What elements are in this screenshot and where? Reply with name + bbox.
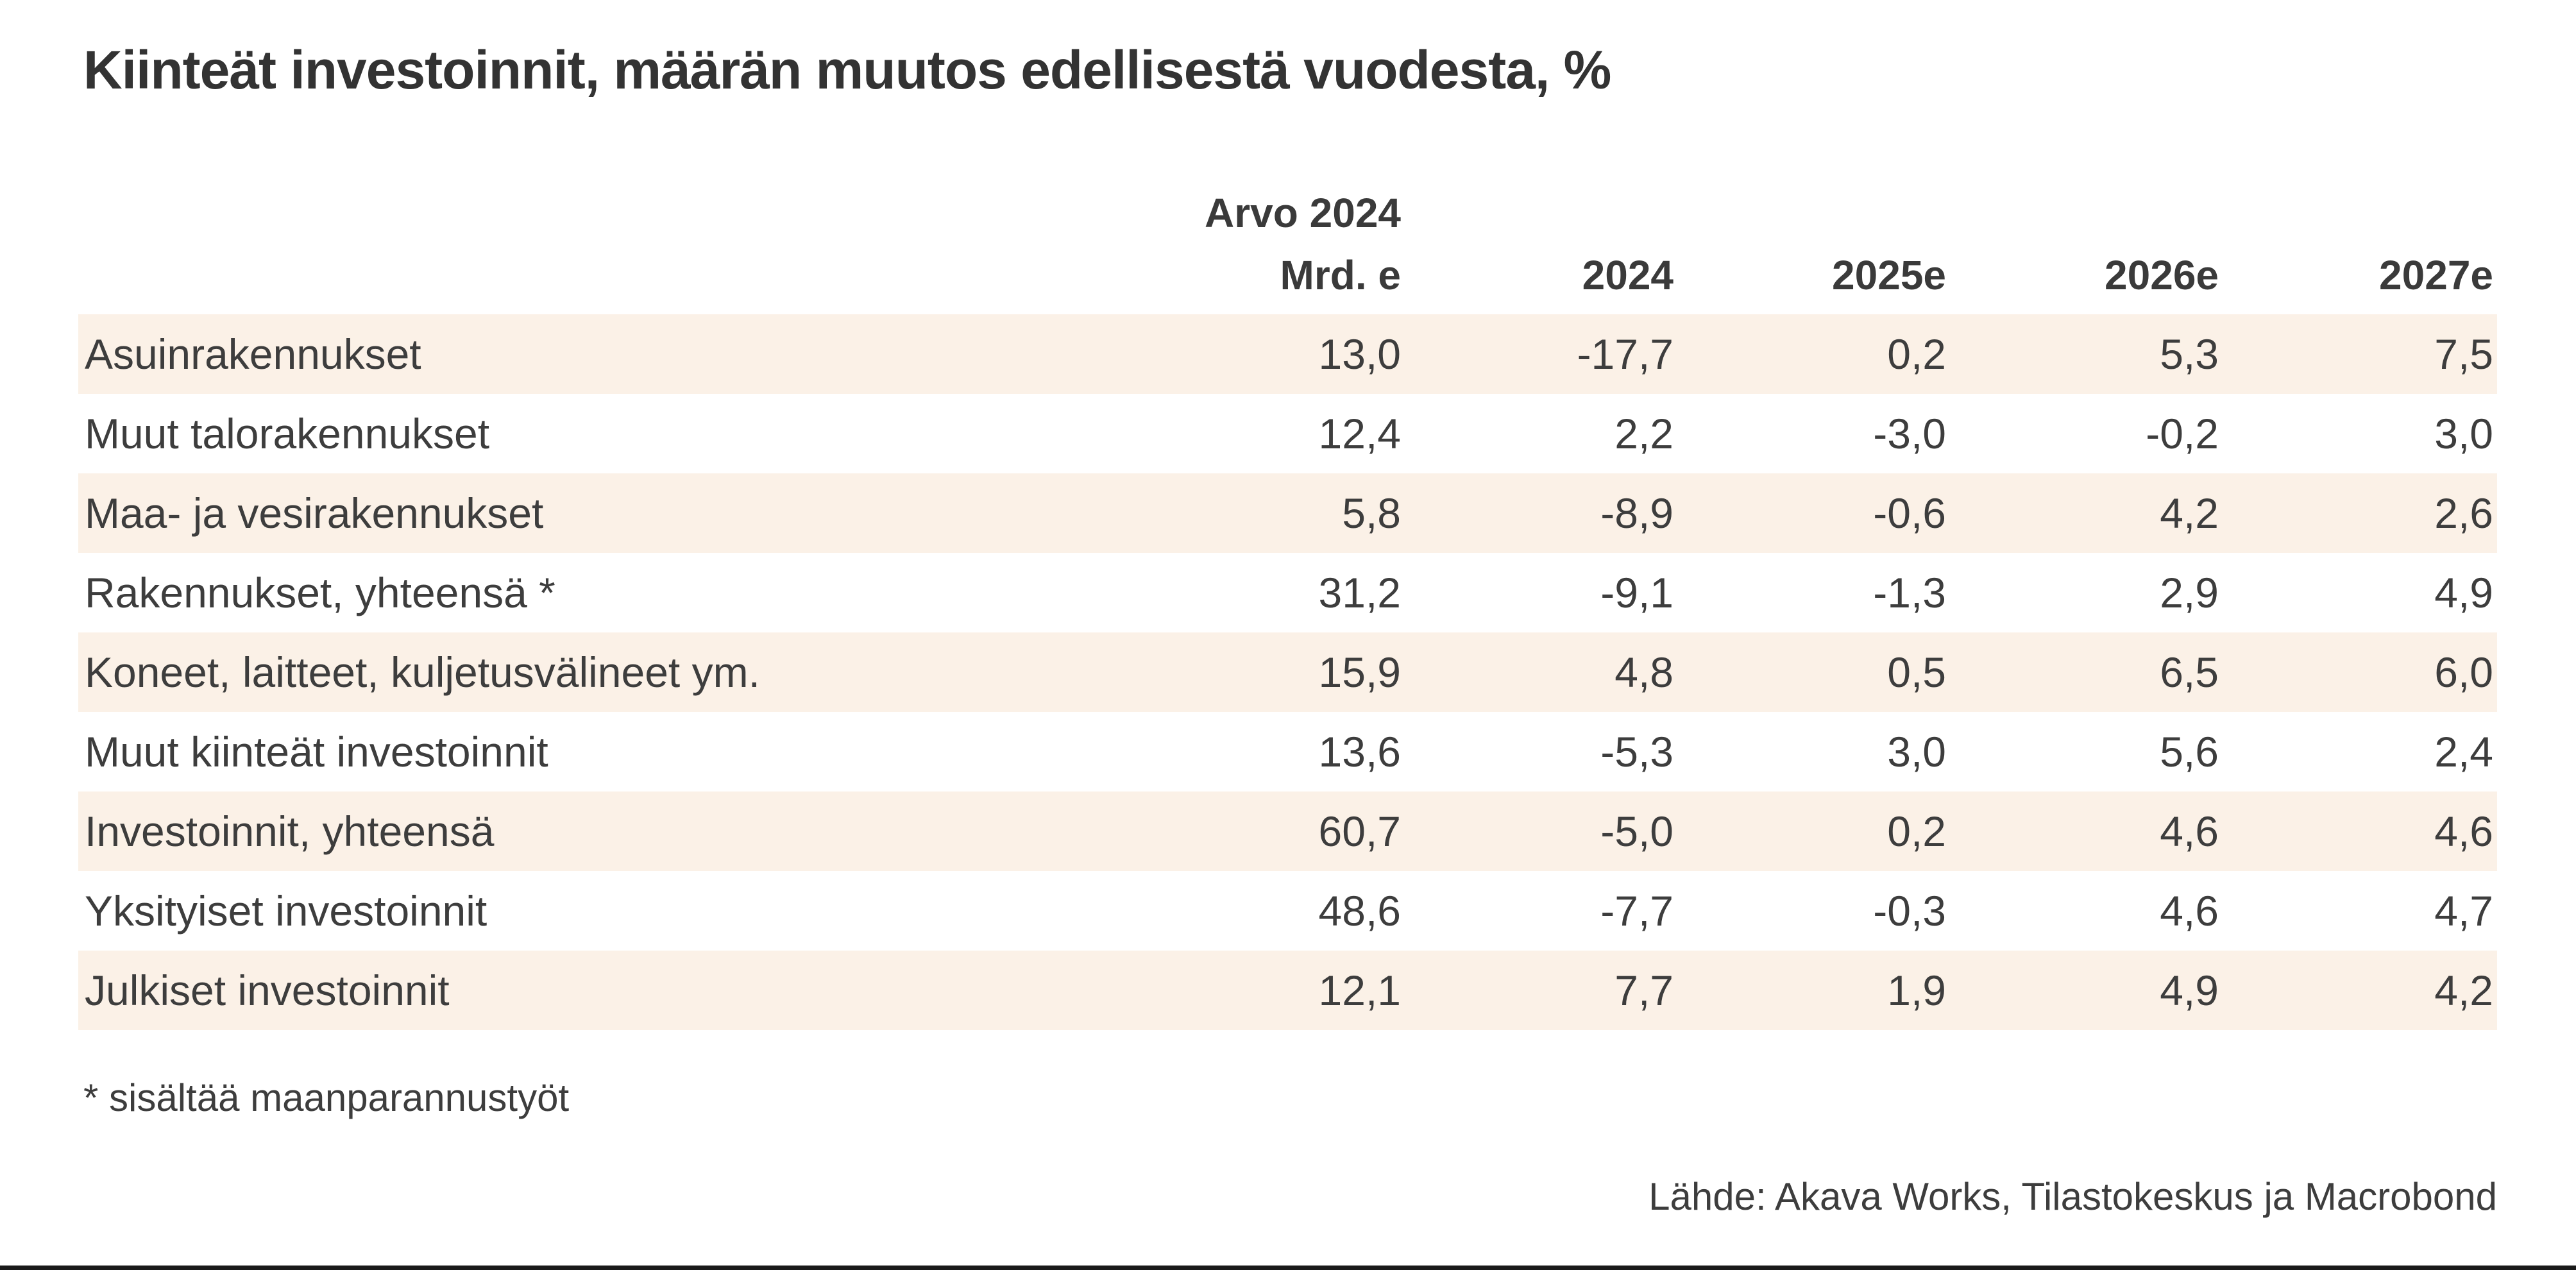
header-year-2027e: 2027e <box>2379 252 2493 298</box>
value-cell: 6,0 <box>2434 648 2493 696</box>
value-cell: 4,6 <box>2160 808 2219 855</box>
row-label: Julkiset investoinnit <box>85 967 450 1014</box>
row-label: Maa- ja vesirakennukset <box>85 489 544 537</box>
value-cell: 60,7 <box>1318 808 1401 855</box>
value-cell: -5,3 <box>1600 728 1674 775</box>
value-cell: 5,8 <box>1342 489 1401 537</box>
value-cell: 4,6 <box>2160 887 2219 935</box>
row-label: Investoinnit, yhteensä <box>85 808 495 855</box>
row-label: Asuinrakennukset <box>85 330 421 378</box>
value-cell: 13,0 <box>1318 330 1401 378</box>
value-cell: -9,1 <box>1600 569 1674 616</box>
value-cell: 2,6 <box>2434 489 2493 537</box>
footnote: * sisältää maanparannustyöt <box>83 1076 570 1119</box>
table-row: Muut talorakennukset 12,4 2,2 -3,0 -0,2 3,0 <box>78 394 2497 473</box>
table-row: Yksityiset investoinnit 48,6 -7,7 -0,3 4,6 4,… <box>78 871 2497 951</box>
value-cell: 1,9 <box>1887 967 1946 1014</box>
bottom-border <box>0 1266 2576 1270</box>
value-cell: -0,2 <box>2146 410 2219 457</box>
value-cell: 4,7 <box>2434 887 2493 935</box>
value-cell: 31,2 <box>1318 569 1401 616</box>
value-cell: 0,2 <box>1887 808 1946 855</box>
source-attribution: Lähde: Akava Works, Tilastokeskus ja Mac… <box>1648 1175 2497 1218</box>
value-cell: 4,2 <box>2434 967 2493 1014</box>
row-label: Muut talorakennukset <box>85 410 490 457</box>
page-title: Kiinteät investoinnit, määrän muutos ede… <box>83 40 1611 100</box>
value-cell: 13,6 <box>1318 728 1401 775</box>
value-cell: -7,7 <box>1600 887 1674 935</box>
value-cell: 4,9 <box>2434 569 2493 616</box>
value-cell: 7,5 <box>2434 330 2493 378</box>
value-cell: 6,5 <box>2160 648 2219 696</box>
value-cell: 0,5 <box>1887 648 1946 696</box>
value-cell: 3,0 <box>2434 410 2493 457</box>
row-label: Yksityiset investoinnit <box>85 887 487 935</box>
table-row: Maa- ja vesirakennukset 5,8 -8,9 -0,6 4,2 2,6 <box>78 473 2497 553</box>
table-header-row-1: Arvo 2024 <box>78 190 2497 236</box>
row-label: Muut kiinteät investoinnit <box>85 728 548 775</box>
value-cell: 2,2 <box>1614 410 1674 457</box>
value-cell: 48,6 <box>1318 887 1401 935</box>
table-row: Julkiset investoinnit 12,1 7,7 1,9 4,9 4,2 <box>78 951 2497 1030</box>
header-spacer <box>78 190 1132 236</box>
table-row: Muut kiinteät investoinnit 13,6 -5,3 3,0 5,6… <box>78 712 2497 792</box>
value-cell: 12,4 <box>1318 410 1401 457</box>
value-cell: -0,6 <box>1873 489 1946 537</box>
value-cell: 5,6 <box>2160 728 2219 775</box>
table-row: Koneet, laitteet, kuljetusvälineet ym. 15… <box>78 632 2497 712</box>
value-cell: -8,9 <box>1600 489 1674 537</box>
value-cell: 2,4 <box>2434 728 2493 775</box>
value-cell: 12,1 <box>1318 967 1401 1014</box>
header-year-2026e: 2026e <box>2105 252 2219 298</box>
header-mrd-e: Mrd. e <box>1280 252 1401 298</box>
header-year-2025e: 2025e <box>1832 252 1946 298</box>
table-row: Investoinnit, yhteensä 60,7 -5,0 0,2 4,6 4,6 <box>78 792 2497 871</box>
value-cell: 3,0 <box>1887 728 1946 775</box>
value-cell: 7,7 <box>1614 967 1674 1014</box>
value-cell: 4,6 <box>2434 808 2493 855</box>
value-cell: -1,3 <box>1873 569 1946 616</box>
row-label: Rakennukset, yhteensä * <box>85 569 555 616</box>
table-body: Asuinrakennukset 13,0 -17,7 0,2 5,3 7,5 Muut t… <box>78 314 2497 1030</box>
header-year-2024: 2024 <box>1582 252 1674 298</box>
value-cell: 15,9 <box>1318 648 1401 696</box>
value-cell: 0,2 <box>1887 330 1946 378</box>
value-cell: 5,3 <box>2160 330 2219 378</box>
value-cell: 4,8 <box>1614 648 1674 696</box>
table-header-row-2: Mrd. e 2024 2025e 2026e 2027e <box>78 236 2497 314</box>
value-cell: 2,9 <box>2160 569 2219 616</box>
table-row: Rakennukset, yhteensä * 31,2 -9,1 -1,3 2,9 4,… <box>78 553 2497 632</box>
value-cell: 4,2 <box>2160 489 2219 537</box>
row-label: Koneet, laitteet, kuljetusvälineet ym. <box>85 648 760 696</box>
value-cell: -0,3 <box>1873 887 1946 935</box>
value-cell: 4,9 <box>2160 967 2219 1014</box>
header-arvo-2024: Arvo 2024 <box>1205 190 1401 236</box>
header-spacer <box>78 236 1132 314</box>
value-cell: -3,0 <box>1873 410 1946 457</box>
value-cell: -5,0 <box>1600 808 1674 855</box>
value-cell: -17,7 <box>1577 330 1674 378</box>
table-row: Asuinrakennukset 13,0 -17,7 0,2 5,3 7,5 <box>78 314 2497 394</box>
investment-table: Arvo 2024 Mrd. e 2024 2025e 2026e 2027e … <box>78 190 2497 1030</box>
